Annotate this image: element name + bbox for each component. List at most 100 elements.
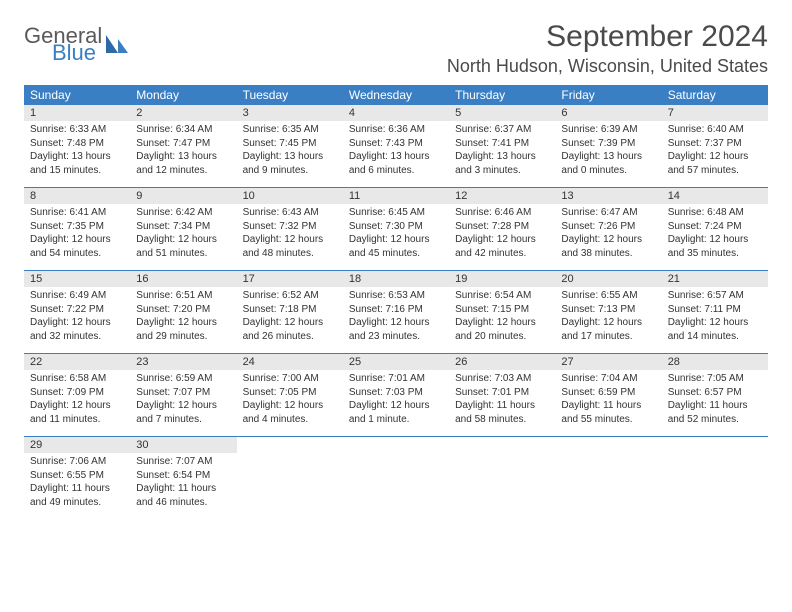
day-number: 23: [130, 354, 236, 370]
week-row: 22Sunrise: 6:58 AMSunset: 7:09 PMDayligh…: [24, 354, 768, 437]
day-cell: 2Sunrise: 6:34 AMSunset: 7:47 PMDaylight…: [130, 105, 236, 187]
day-number: 13: [555, 188, 661, 204]
day-line-d1: Daylight: 12 hours: [668, 233, 762, 247]
day-line-sr: Sunrise: 6:39 AM: [561, 123, 655, 137]
day-line-ss: Sunset: 7:05 PM: [243, 386, 337, 400]
day-line-sr: Sunrise: 7:07 AM: [136, 455, 230, 469]
day-line-ss: Sunset: 7:20 PM: [136, 303, 230, 317]
day-line-ss: Sunset: 7:45 PM: [243, 137, 337, 151]
day-cell: 19Sunrise: 6:54 AMSunset: 7:15 PMDayligh…: [449, 271, 555, 353]
logo: General Blue: [24, 20, 130, 64]
month-title: September 2024: [447, 20, 768, 54]
day-cell: 1Sunrise: 6:33 AMSunset: 7:48 PMDaylight…: [24, 105, 130, 187]
day-line-d1: Daylight: 11 hours: [136, 482, 230, 496]
day-line-ss: Sunset: 7:15 PM: [455, 303, 549, 317]
day-cell: 14Sunrise: 6:48 AMSunset: 7:24 PMDayligh…: [662, 188, 768, 270]
day-line-d1: Daylight: 12 hours: [136, 399, 230, 413]
day-body: Sunrise: 7:04 AMSunset: 6:59 PMDaylight:…: [555, 370, 661, 430]
day-line-sr: Sunrise: 6:48 AM: [668, 206, 762, 220]
day-line-sr: Sunrise: 6:35 AM: [243, 123, 337, 137]
day-line-ss: Sunset: 7:11 PM: [668, 303, 762, 317]
day-line-sr: Sunrise: 7:01 AM: [349, 372, 443, 386]
day-number: 19: [449, 271, 555, 287]
weeks-container: 1Sunrise: 6:33 AMSunset: 7:48 PMDaylight…: [24, 105, 768, 519]
day-line-ss: Sunset: 7:34 PM: [136, 220, 230, 234]
day-body: Sunrise: 6:36 AMSunset: 7:43 PMDaylight:…: [343, 121, 449, 181]
day-line-d1: Daylight: 13 hours: [136, 150, 230, 164]
day-cell: 29Sunrise: 7:06 AMSunset: 6:55 PMDayligh…: [24, 437, 130, 519]
day-line-ss: Sunset: 7:48 PM: [30, 137, 124, 151]
day-number: 29: [24, 437, 130, 453]
day-line-d2: and 15 minutes.: [30, 164, 124, 178]
day-line-sr: Sunrise: 6:34 AM: [136, 123, 230, 137]
day-number: 10: [237, 188, 343, 204]
day-line-d1: Daylight: 11 hours: [668, 399, 762, 413]
logo-text: General Blue: [24, 26, 102, 64]
day-number: 12: [449, 188, 555, 204]
day-line-d1: Daylight: 12 hours: [561, 316, 655, 330]
day-cell: 12Sunrise: 6:46 AMSunset: 7:28 PMDayligh…: [449, 188, 555, 270]
day-body: Sunrise: 6:37 AMSunset: 7:41 PMDaylight:…: [449, 121, 555, 181]
day-line-d1: Daylight: 13 hours: [349, 150, 443, 164]
day-line-d2: and 7 minutes.: [136, 413, 230, 427]
day-line-d1: Daylight: 13 hours: [561, 150, 655, 164]
day-body: Sunrise: 7:05 AMSunset: 6:57 PMDaylight:…: [662, 370, 768, 430]
day-line-ss: Sunset: 7:30 PM: [349, 220, 443, 234]
day-number: 27: [555, 354, 661, 370]
day-line-sr: Sunrise: 7:06 AM: [30, 455, 124, 469]
day-line-d1: Daylight: 12 hours: [30, 316, 124, 330]
day-number: 21: [662, 271, 768, 287]
day-line-ss: Sunset: 6:54 PM: [136, 469, 230, 483]
day-line-d2: and 14 minutes.: [668, 330, 762, 344]
day-number: 18: [343, 271, 449, 287]
day-cell: 27Sunrise: 7:04 AMSunset: 6:59 PMDayligh…: [555, 354, 661, 436]
day-cell: 17Sunrise: 6:52 AMSunset: 7:18 PMDayligh…: [237, 271, 343, 353]
day-line-d2: and 1 minute.: [349, 413, 443, 427]
day-line-ss: Sunset: 7:09 PM: [30, 386, 124, 400]
day-line-d1: Daylight: 12 hours: [668, 316, 762, 330]
day-body: Sunrise: 6:57 AMSunset: 7:11 PMDaylight:…: [662, 287, 768, 347]
week-row: 8Sunrise: 6:41 AMSunset: 7:35 PMDaylight…: [24, 188, 768, 271]
day-cell: [662, 437, 768, 519]
day-body: Sunrise: 6:39 AMSunset: 7:39 PMDaylight:…: [555, 121, 661, 181]
day-body: Sunrise: 6:48 AMSunset: 7:24 PMDaylight:…: [662, 204, 768, 264]
day-line-sr: Sunrise: 6:42 AM: [136, 206, 230, 220]
day-cell: 22Sunrise: 6:58 AMSunset: 7:09 PMDayligh…: [24, 354, 130, 436]
day-line-ss: Sunset: 7:35 PM: [30, 220, 124, 234]
week-row: 29Sunrise: 7:06 AMSunset: 6:55 PMDayligh…: [24, 437, 768, 519]
day-line-d1: Daylight: 12 hours: [30, 233, 124, 247]
day-line-sr: Sunrise: 6:40 AM: [668, 123, 762, 137]
day-line-sr: Sunrise: 6:55 AM: [561, 289, 655, 303]
day-number: 26: [449, 354, 555, 370]
day-cell: 26Sunrise: 7:03 AMSunset: 7:01 PMDayligh…: [449, 354, 555, 436]
day-line-d2: and 52 minutes.: [668, 413, 762, 427]
day-line-sr: Sunrise: 6:49 AM: [30, 289, 124, 303]
day-line-ss: Sunset: 7:22 PM: [30, 303, 124, 317]
day-line-sr: Sunrise: 6:57 AM: [668, 289, 762, 303]
day-line-d2: and 35 minutes.: [668, 247, 762, 261]
title-block: September 2024 North Hudson, Wisconsin, …: [447, 20, 768, 77]
day-line-d1: Daylight: 13 hours: [243, 150, 337, 164]
day-line-d2: and 46 minutes.: [136, 496, 230, 510]
day-line-ss: Sunset: 7:13 PM: [561, 303, 655, 317]
day-line-d1: Daylight: 12 hours: [243, 316, 337, 330]
day-line-ss: Sunset: 7:43 PM: [349, 137, 443, 151]
day-body: Sunrise: 6:54 AMSunset: 7:15 PMDaylight:…: [449, 287, 555, 347]
day-number: 24: [237, 354, 343, 370]
day-line-d2: and 0 minutes.: [561, 164, 655, 178]
day-line-d1: Daylight: 11 hours: [30, 482, 124, 496]
day-line-d2: and 29 minutes.: [136, 330, 230, 344]
day-cell: [343, 437, 449, 519]
day-cell: 8Sunrise: 6:41 AMSunset: 7:35 PMDaylight…: [24, 188, 130, 270]
day-number: 9: [130, 188, 236, 204]
day-line-sr: Sunrise: 6:59 AM: [136, 372, 230, 386]
day-cell: 30Sunrise: 7:07 AMSunset: 6:54 PMDayligh…: [130, 437, 236, 519]
day-line-sr: Sunrise: 6:53 AM: [349, 289, 443, 303]
day-line-sr: Sunrise: 6:37 AM: [455, 123, 549, 137]
day-cell: 3Sunrise: 6:35 AMSunset: 7:45 PMDaylight…: [237, 105, 343, 187]
day-body: Sunrise: 6:51 AMSunset: 7:20 PMDaylight:…: [130, 287, 236, 347]
day-cell: 21Sunrise: 6:57 AMSunset: 7:11 PMDayligh…: [662, 271, 768, 353]
day-line-d2: and 42 minutes.: [455, 247, 549, 261]
day-line-d1: Daylight: 12 hours: [30, 399, 124, 413]
day-body: Sunrise: 7:03 AMSunset: 7:01 PMDaylight:…: [449, 370, 555, 430]
